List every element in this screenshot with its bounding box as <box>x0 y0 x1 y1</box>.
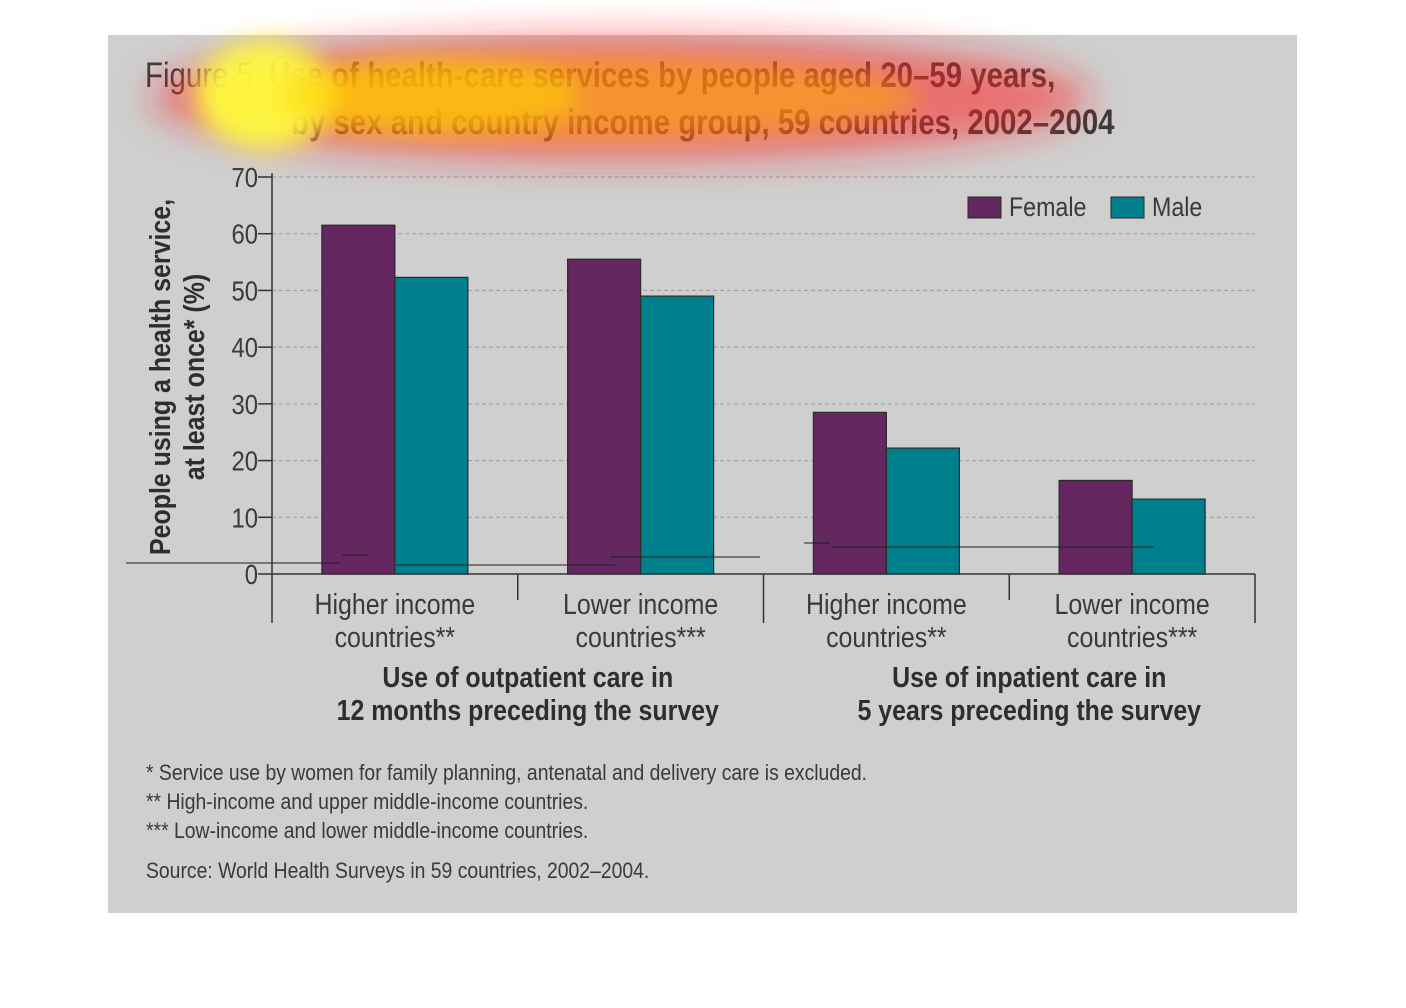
bar-male <box>394 276 469 575</box>
legend-label-female: Female <box>1009 192 1086 222</box>
x-group-label: 5 years preceding the survey <box>857 694 1201 726</box>
footnote-3: *** Low-income and lower middle-income c… <box>146 818 589 843</box>
bar-female <box>1058 479 1133 575</box>
y-axis-label: People using a health service, <box>144 199 176 555</box>
legend-swatch-female <box>967 196 1002 219</box>
x-tick-label: countries** <box>826 621 947 653</box>
y-tick-label: 10 <box>232 501 258 533</box>
bar-male <box>640 295 715 575</box>
x-tick-label: countries*** <box>1067 621 1198 653</box>
y-tick-label: 0 <box>245 558 258 590</box>
x-tick-label: Lower income <box>1055 588 1210 620</box>
x-tick-label: Higher income <box>315 588 476 620</box>
y-axis-label: at least once* (%) <box>178 274 210 480</box>
y-tick-label: 50 <box>232 275 258 307</box>
x-tick-label: countries** <box>335 621 456 653</box>
x-tick-label: Higher income <box>806 588 967 620</box>
y-tick-label: 40 <box>232 331 258 363</box>
x-tick-label: countries*** <box>576 621 707 653</box>
y-tick-label: 60 <box>232 218 258 250</box>
x-group-label: Use of inpatient care in <box>892 661 1166 693</box>
y-tick-label: 20 <box>232 445 258 477</box>
legend-swatch-male <box>1110 196 1145 219</box>
bar-female <box>812 411 887 575</box>
source-note: Source: World Health Surveys in 59 count… <box>146 858 650 883</box>
bar-female <box>321 224 396 575</box>
x-group-label: 12 months preceding the survey <box>337 694 719 726</box>
bar-male <box>885 447 960 575</box>
y-tick-label: 30 <box>232 388 258 420</box>
footnote-1: * Service use by women for family planni… <box>146 760 868 785</box>
x-tick-label: Lower income <box>563 588 718 620</box>
y-tick-label: 70 <box>232 161 258 193</box>
legend-label-male: Male <box>1152 192 1202 222</box>
footnote-2: ** High-income and upper middle-income c… <box>146 789 589 814</box>
x-group-label: Use of outpatient care in <box>382 661 673 693</box>
bar-male <box>1131 498 1206 575</box>
bar-female <box>567 258 642 575</box>
